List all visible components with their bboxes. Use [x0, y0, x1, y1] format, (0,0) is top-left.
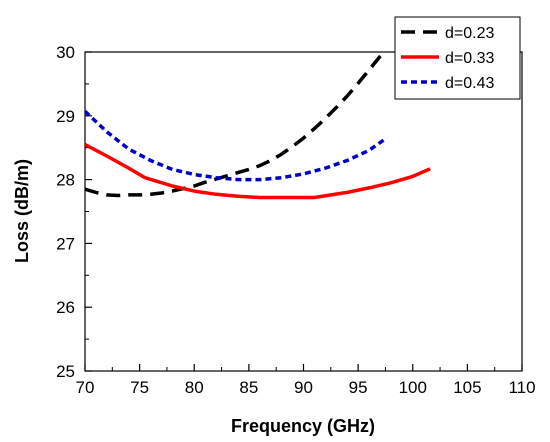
legend: d=0.23 d=0.33 d=0.43: [394, 16, 521, 100]
y-tick-label: 28: [56, 171, 75, 190]
x-tick-label: 75: [130, 378, 149, 397]
x-tick-label: 110: [508, 378, 535, 397]
y-tick-label: 30: [56, 43, 75, 62]
y-tick-label: 26: [56, 298, 75, 317]
axis-ticks: 70 75 80 85 90 95 100 105 110 25 26 27 28 29 30: [56, 43, 535, 397]
x-tick-label: 90: [294, 378, 313, 397]
x-tick-label: 100: [399, 378, 427, 397]
x-tick-label: 70: [76, 378, 95, 397]
legend-label: d=0.43: [445, 75, 494, 92]
y-tick-label: 27: [56, 234, 75, 253]
plot-frame: [84, 51, 523, 372]
x-tick-label: 95: [349, 378, 368, 397]
x-tick-label: 80: [185, 378, 204, 397]
series-line-d=0.33: [85, 142, 431, 200]
x-tick-label: 105: [453, 378, 481, 397]
series-line-d=0.43: [85, 110, 388, 182]
legend-label: d=0.33: [445, 50, 494, 67]
y-tick-label: 29: [56, 107, 75, 126]
x-tick-label: 85: [239, 378, 258, 397]
x-axis-title: Frequency (GHz): [231, 416, 375, 436]
legend-label: d=0.23: [445, 25, 494, 42]
y-tick-label: 25: [56, 362, 75, 381]
series-lines: [85, 52, 431, 200]
y-axis-title: Loss (dB/m): [12, 159, 32, 263]
series-line-d=0.23: [85, 52, 387, 198]
